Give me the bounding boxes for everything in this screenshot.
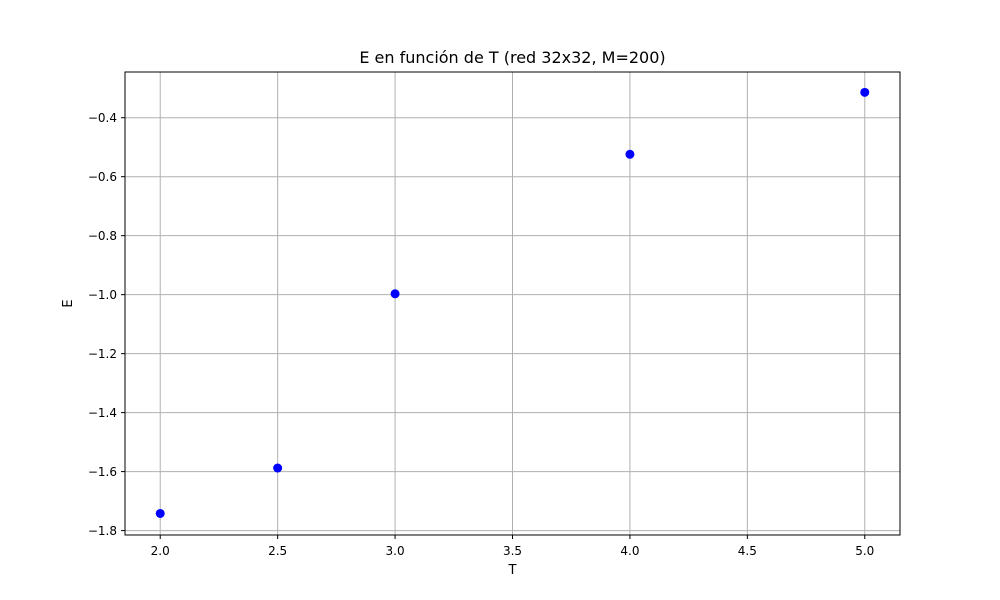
data-point [155,508,165,518]
y-tick-label: −1.6 [88,465,117,479]
y-tick-label: −1.2 [88,347,117,361]
x-tick-label: 3.5 [503,544,522,558]
x-tick-label: 2.0 [151,544,170,558]
plot-frame [124,71,901,536]
data-point [390,289,400,299]
grid-layer [125,72,900,535]
y-axis-label: E [61,299,76,307]
data-point [625,149,635,159]
y-tick-label: −0.6 [88,170,117,184]
x-tick-label: 5.0 [855,544,874,558]
x-tick-label: 4.0 [620,544,639,558]
data-point [860,87,870,97]
y-tick-label: −0.8 [88,229,117,243]
points-layer [155,87,870,518]
y-tick-label: −1.4 [88,406,117,420]
x-axis-label: T [508,563,517,578]
x-tick-label: 2.5 [268,544,287,558]
y-tick-label: −1.8 [88,524,117,538]
chart-title: E en función de T (red 32x32, M=200) [359,48,665,67]
x-tick-label: 4.5 [738,544,757,558]
data-point [273,463,283,473]
y-tick-label: −0.4 [88,111,117,125]
y-tick-label: −1.0 [88,288,117,302]
ticks-layer: 2.0 2.5 3.0 3.5 4.0 4.5 5.0 −1.8 −1.6 −1.4 −1.2 −1.… [88,111,874,558]
x-tick-label: 3.0 [386,544,405,558]
